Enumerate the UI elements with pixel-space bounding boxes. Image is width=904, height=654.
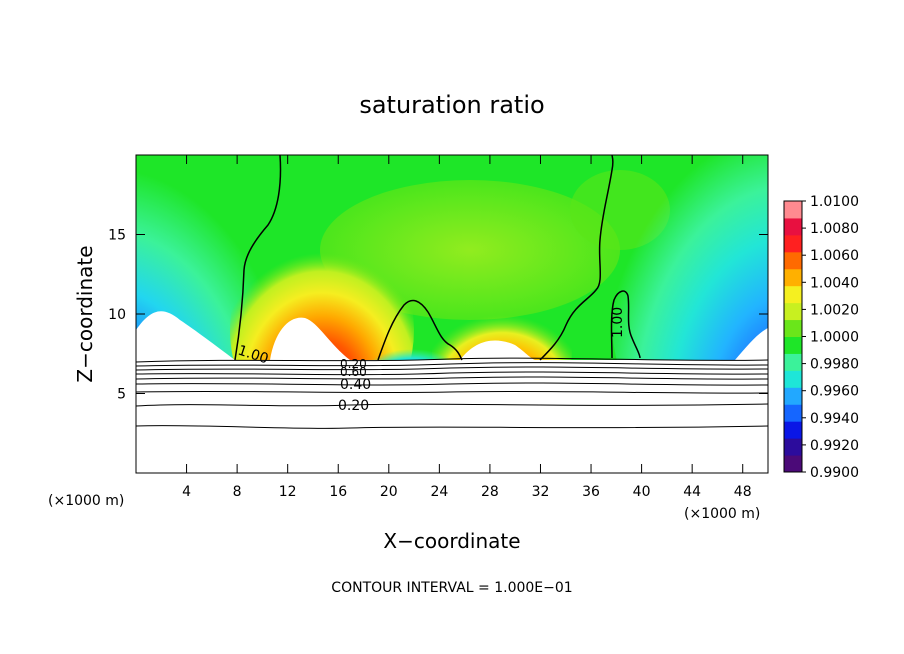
contour-label: 0.40	[340, 377, 371, 393]
colorbar-tick-label: 0.9980	[810, 357, 859, 373]
x-tick-label: 44	[683, 484, 701, 500]
x-tick-label: 36	[582, 484, 600, 500]
contour-label: 1.00	[610, 307, 626, 338]
colorbar-swatch	[784, 336, 802, 354]
colorbar-swatch	[784, 421, 802, 439]
colorbar-swatch	[784, 201, 802, 219]
x-tick-label: 32	[532, 484, 550, 500]
contour-1-00-loop	[610, 290, 641, 359]
y-axis-label: Z−coordinate	[73, 245, 97, 382]
x-tick-label: 48	[734, 484, 752, 500]
contour-1-00-left	[234, 155, 282, 361]
x-axis-label: X−coordinate	[383, 529, 520, 553]
contour-label: 0.20	[340, 357, 367, 371]
y-tick-label: 15	[108, 228, 126, 244]
x-tick-label: 20	[380, 484, 398, 500]
colorbar-swatch	[784, 302, 802, 321]
colorbar-swatch	[784, 234, 802, 253]
colorbar-tick-label: 0.9920	[810, 438, 859, 454]
colorbar-swatch	[784, 455, 802, 473]
x-unit-left: (×1000 m)	[48, 493, 124, 509]
contour-interval-note: CONTOUR INTERVAL = 1.000E−01	[331, 580, 572, 596]
contour-1-00-right	[539, 155, 614, 361]
colorbar-tick-label: 0.9940	[810, 411, 859, 427]
colorbar-tick-label: 1.0040	[810, 275, 859, 291]
x-tick-label: 16	[329, 484, 347, 500]
colorbar-swatch	[784, 217, 802, 236]
x-tick-label: 40	[633, 484, 651, 500]
contour-label-group: 1.00 1.00 0.20 0.60 0.40 0.20	[236, 307, 626, 414]
y-axis: 5 10 15	[108, 228, 768, 403]
saturation-field	[136, 155, 768, 473]
colorbar-tick-label: 0.9960	[810, 384, 859, 400]
x-unit-right: (×1000 m)	[684, 506, 760, 522]
x-tick-label: 8	[233, 484, 242, 500]
colorbar-labels: 1.0100 1.0080 1.0060 1.0040 1.0020 1.0000 0.99…	[802, 194, 859, 481]
x-tick-label: 28	[481, 484, 499, 500]
colorbar-tick-label: 1.0080	[810, 221, 859, 237]
contour-label: 0.20	[338, 398, 369, 414]
x-tick-label: 4	[182, 484, 191, 500]
colorbar-swatch	[784, 251, 802, 270]
contour-label: 0.60	[340, 365, 367, 379]
colorbar-tick-label: 1.0020	[810, 302, 859, 318]
y-tick-label: 10	[108, 307, 126, 323]
colorbar-swatch	[784, 387, 802, 405]
lower-contours	[136, 357, 768, 429]
chart-title: saturation ratio	[359, 91, 544, 119]
colorbar	[783, 200, 803, 473]
colorbar-tick-label: 1.0060	[810, 248, 859, 264]
colorbar-swatch	[784, 404, 802, 422]
x-tick-label: 12	[279, 484, 297, 500]
x-axis: 4 8 12 16 20 24 28 32 36 40 44 48	[182, 155, 752, 500]
contour-1-00-mid	[377, 299, 463, 361]
colorbar-tick-label: 1.0000	[810, 330, 859, 346]
colorbar-swatch	[784, 370, 802, 388]
colorbar-tick-label: 1.0100	[810, 194, 859, 210]
x-tick-label: 24	[430, 484, 448, 500]
colorbar-swatch	[784, 353, 802, 371]
colorbar-tick-label: 0.9900	[810, 465, 859, 481]
y-tick-label: 5	[117, 387, 126, 403]
colorbar-swatch	[784, 285, 802, 304]
colorbar-swatch	[784, 268, 802, 287]
colorbar-swatch	[784, 319, 802, 337]
colorbar-swatch	[784, 438, 802, 456]
